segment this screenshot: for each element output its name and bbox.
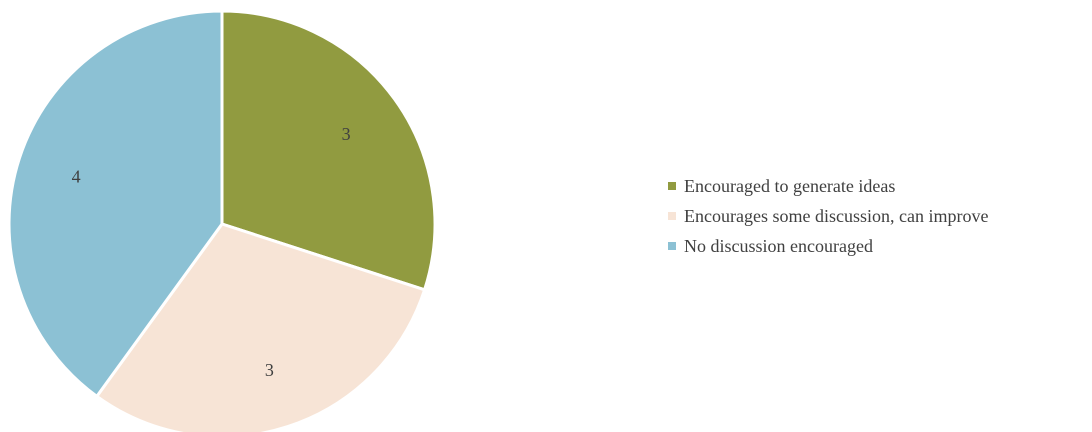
legend-label: No discussion encouraged bbox=[684, 236, 873, 256]
legend-label: Encourages some discussion, can improve bbox=[684, 206, 989, 226]
legend-item-encouraged-to-generate-ideas: Encouraged to generate ideas bbox=[668, 171, 1092, 201]
pie-slice bbox=[95, 222, 427, 432]
pie-slices bbox=[7, 9, 437, 432]
legend-swatch-encouraged-to-generate-ideas bbox=[668, 182, 676, 190]
pie-slice bbox=[7, 9, 224, 398]
legend-swatch-encourages-some-discussion bbox=[668, 212, 676, 220]
legend-swatch-no-discussion-encouraged bbox=[668, 242, 676, 250]
pie-data-label: 4 bbox=[72, 167, 81, 187]
pie-slice bbox=[220, 9, 437, 292]
pie-data-label: 3 bbox=[342, 124, 351, 144]
pie-data-label: 3 bbox=[265, 360, 274, 380]
legend-item-no-discussion-encouraged: No discussion encouraged bbox=[668, 231, 1092, 261]
legend-label: Encouraged to generate ideas bbox=[684, 176, 896, 196]
chart-legend: Encouraged to generate ideas Encourages … bbox=[668, 171, 1092, 261]
legend-item-encourages-some-discussion: Encourages some discussion, can improve bbox=[668, 201, 1092, 231]
pie-data-labels: 3 3 4 bbox=[72, 124, 351, 380]
